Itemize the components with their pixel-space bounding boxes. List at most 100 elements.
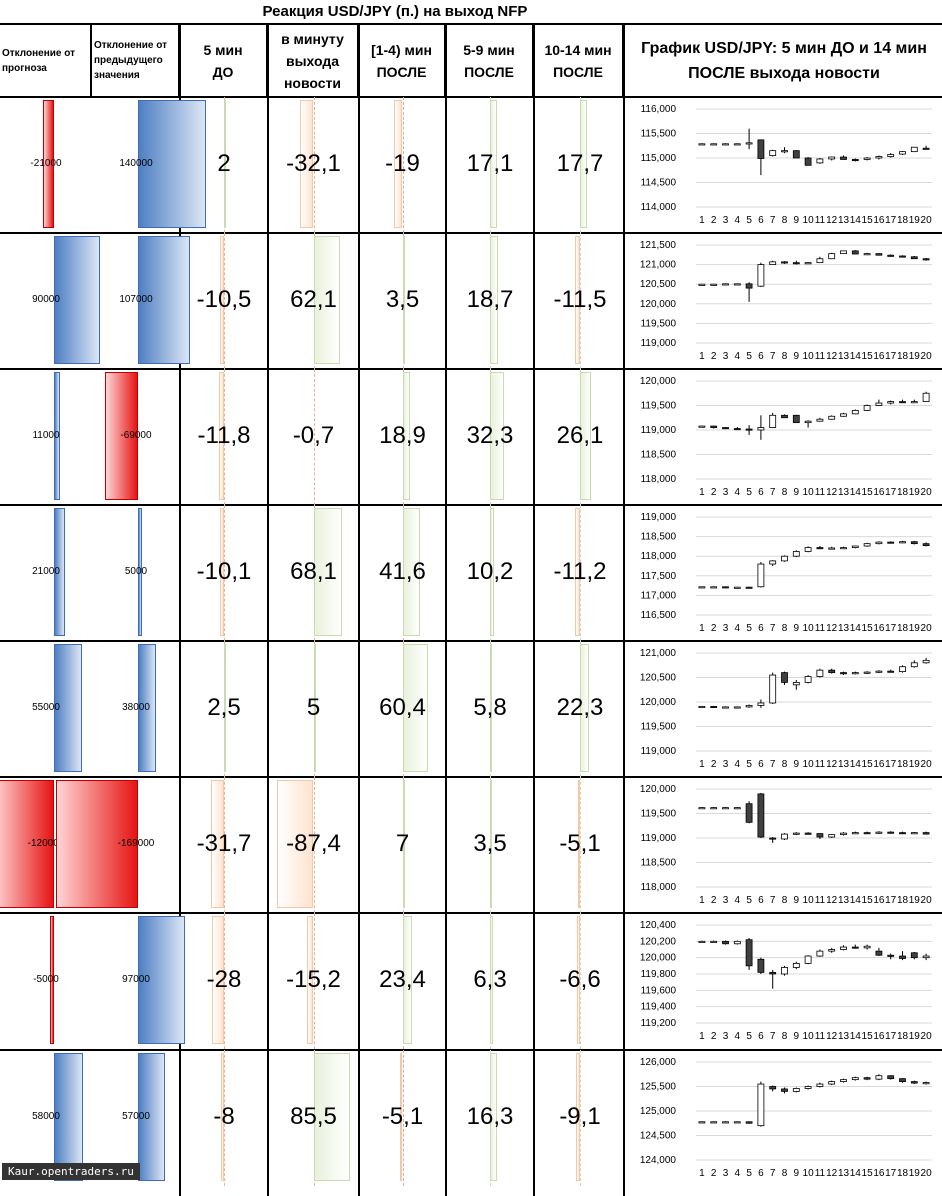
x-tick-label: 19 <box>909 215 921 226</box>
candle-body <box>922 659 930 664</box>
row-divider <box>0 23 942 25</box>
header-chart: График USD/JPY: 5 мин ДО и 14 мин ПОСЛЕ … <box>641 39 927 82</box>
candle-body <box>828 669 836 673</box>
x-tick-label: 20 <box>921 215 933 226</box>
reaction-bar <box>299 100 314 228</box>
bar-previous-deviation <box>138 644 157 772</box>
value-m5-9: 6,3 <box>473 966 507 993</box>
row-divider <box>0 912 942 914</box>
x-tick-label: 13 <box>838 215 850 226</box>
value-m5-9: 16,3 <box>466 1103 514 1130</box>
candle-body <box>922 832 930 835</box>
candle-body <box>792 150 800 159</box>
zero-axis <box>580 505 581 641</box>
candle-body <box>757 139 765 159</box>
x-tick-label: 2 <box>711 487 717 498</box>
candle-body <box>745 705 753 708</box>
candle-body <box>816 158 824 164</box>
value-m5-before: -11,8 <box>197 422 251 449</box>
column-divider <box>623 24 625 1196</box>
value-m1-4: -19 <box>385 150 420 177</box>
value-m5-before: -28 <box>206 966 242 993</box>
candle-body <box>910 952 918 959</box>
candle-body <box>722 706 729 709</box>
candle-body <box>887 954 895 957</box>
candle-body <box>910 146 918 153</box>
reaction-bar <box>402 916 413 1044</box>
candle-body <box>710 143 718 146</box>
x-tick-label: 7 <box>770 759 776 770</box>
zero-axis <box>224 233 225 369</box>
reaction-bar <box>490 1053 497 1181</box>
candle-body <box>745 142 753 145</box>
candle-body <box>863 157 871 160</box>
y-tick-label: 119,000 <box>641 512 677 523</box>
y-tick-label: 119,000 <box>641 746 677 757</box>
row-divider <box>0 504 942 506</box>
candle-body <box>733 807 741 810</box>
bar-forecast-deviation <box>54 1053 84 1181</box>
y-tick-label: 119,000 <box>641 833 677 844</box>
y-tick-label: 115,500 <box>641 129 677 140</box>
candle-body <box>804 420 812 424</box>
candle-body <box>887 541 895 544</box>
reaction-bar <box>220 1053 224 1181</box>
candlestick-chart: 120,000 119,500 119,000 118,500 118,000 1 2 3 4 5… <box>626 781 942 909</box>
y-tick-label: 119,600 <box>641 985 677 996</box>
x-tick-label: 12 <box>826 487 838 498</box>
y-tick-label: 119,000 <box>641 338 677 349</box>
value-previous-deviation: 57000 <box>122 1111 150 1122</box>
candle-body <box>863 1077 871 1080</box>
x-tick-label: 17 <box>885 623 897 634</box>
x-tick-label: 15 <box>862 487 874 498</box>
candle-body <box>781 672 788 683</box>
candle-body <box>804 955 812 964</box>
x-tick-label: 16 <box>873 623 885 634</box>
x-tick-label: 3 <box>723 487 729 498</box>
bar-previous-deviation <box>138 508 142 636</box>
x-tick-label: 3 <box>723 351 729 362</box>
x-tick-label: 3 <box>723 1168 729 1179</box>
candle-body <box>757 1083 765 1127</box>
row-divider <box>0 1049 942 1051</box>
candle-body <box>710 940 718 943</box>
x-tick-label: 16 <box>873 215 885 226</box>
x-tick-label: 16 <box>873 1031 885 1042</box>
column-divider <box>445 24 447 1196</box>
y-tick-label: 124,500 <box>640 1131 677 1142</box>
header-dev-previous: Отклонение от предыдущего значения <box>92 24 180 97</box>
candle-body <box>922 543 930 547</box>
candle-body <box>698 706 706 709</box>
candle-body <box>828 547 836 550</box>
x-tick-label: 1 <box>699 487 705 498</box>
candle-body <box>757 427 765 431</box>
candle-body <box>792 962 800 968</box>
zero-axis <box>313 913 315 1049</box>
candle-body <box>851 832 859 835</box>
value-previous-deviation: 97000 <box>122 974 150 985</box>
zero-axis <box>402 1050 404 1186</box>
x-tick-label: 14 <box>850 759 862 770</box>
candle-body <box>781 261 788 264</box>
x-tick-label: 16 <box>873 895 885 906</box>
y-tick-label: 118,500 <box>641 858 677 869</box>
x-tick-label: 1 <box>699 351 705 362</box>
x-tick-label: 3 <box>723 1031 729 1042</box>
candle-body <box>840 1079 847 1082</box>
chart-svg: 119,000 118,500 118,000 117,500 117,000 116,5… <box>641 512 933 634</box>
x-tick-label: 15 <box>862 1168 874 1179</box>
candle-body <box>733 706 741 709</box>
candle-body <box>863 405 871 411</box>
value-m1-4: -5,1 <box>381 1103 424 1130</box>
candlestick-chart: 116,000 115,500 115,000 114,500 114,000 1 2 3 4 5… <box>626 101 942 229</box>
row-divider <box>0 776 942 778</box>
x-tick-label: 11 <box>815 895 826 906</box>
candle-body <box>816 1083 824 1087</box>
candle-body <box>698 425 706 428</box>
candle-body <box>887 154 895 157</box>
bar-forecast-deviation <box>54 508 65 636</box>
candle-body <box>781 967 788 975</box>
x-tick-label: 7 <box>770 623 776 634</box>
x-tick-label: 12 <box>826 623 838 634</box>
candle-body <box>733 586 741 589</box>
